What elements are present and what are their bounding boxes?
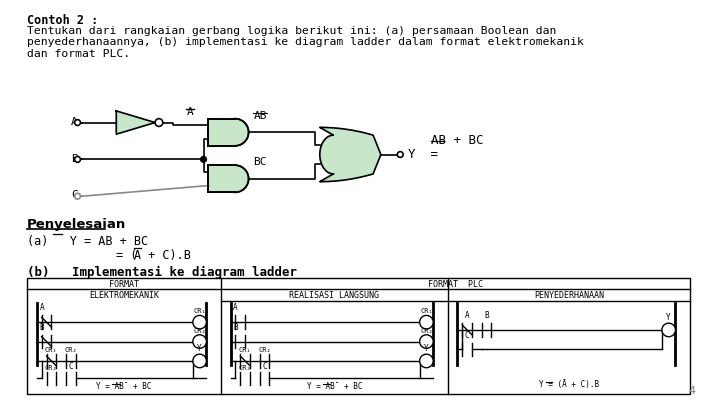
Text: CR₂: CR₂ (193, 328, 206, 334)
Text: Y: Y (197, 344, 202, 353)
Text: B: B (40, 323, 44, 332)
Text: ELEKTROMEKANIK: ELEKTROMEKANIK (89, 291, 159, 300)
Text: (a)   Y = AB + BC: (a) Y = AB + BC (27, 235, 148, 248)
Text: PENYEDERHANAAN: PENYEDERHANAAN (534, 291, 604, 300)
Circle shape (193, 315, 207, 329)
Text: = (: = ( (117, 249, 138, 262)
Text: Y = AB̄ + BC: Y = AB̄ + BC (307, 382, 362, 391)
Text: CR₂: CR₂ (64, 347, 77, 353)
Polygon shape (117, 111, 155, 134)
Text: Y: Y (424, 344, 428, 353)
Circle shape (193, 335, 207, 348)
Text: CR₂: CR₂ (420, 328, 433, 334)
Text: A: A (465, 311, 469, 320)
Text: CR₁: CR₁ (45, 347, 58, 353)
Circle shape (75, 119, 81, 126)
Text: C: C (68, 362, 73, 371)
Circle shape (420, 335, 433, 348)
Polygon shape (235, 165, 248, 192)
Text: B: B (484, 311, 489, 320)
Text: B: B (233, 323, 238, 332)
Text: FORMAT  PLC: FORMAT PLC (428, 279, 483, 288)
Text: Y = (Ā + C).B: Y = (Ā + C).B (539, 380, 599, 389)
Text: B: B (71, 153, 78, 164)
Text: A: A (71, 117, 78, 127)
Text: A: A (186, 107, 194, 117)
Circle shape (420, 354, 433, 368)
Text: CR₃: CR₃ (239, 364, 251, 371)
Text: penyederhanaannya, (b) implementasi ke diagram ladder dalam format elektromekani: penyederhanaannya, (b) implementasi ke d… (27, 37, 584, 47)
Text: (b)   Implementasi ke diagram ladder: (b) Implementasi ke diagram ladder (27, 266, 297, 279)
Text: BC: BC (253, 157, 267, 167)
Circle shape (193, 354, 207, 368)
Text: A: A (40, 303, 44, 313)
Circle shape (201, 156, 207, 162)
Text: FORMAT: FORMAT (109, 279, 139, 288)
Text: A: A (233, 303, 238, 313)
Polygon shape (320, 128, 381, 182)
Text: C: C (465, 330, 469, 340)
Text: REALISASI LANGSUNG: REALISASI LANGSUNG (289, 291, 379, 300)
Circle shape (420, 315, 433, 329)
Text: Y = AB̄ + BC: Y = AB̄ + BC (96, 382, 152, 391)
Polygon shape (208, 119, 248, 146)
Polygon shape (208, 165, 248, 192)
Circle shape (155, 119, 163, 126)
Text: A: A (134, 249, 141, 262)
Circle shape (397, 151, 403, 158)
Bar (27, 277, 690, 394)
Text: C: C (71, 190, 78, 200)
Circle shape (75, 193, 81, 199)
Text: 4: 4 (689, 386, 696, 396)
Circle shape (662, 323, 675, 337)
Polygon shape (235, 119, 248, 146)
Text: Penyelesaian: Penyelesaian (27, 217, 127, 230)
Text: C: C (262, 362, 267, 371)
Text: Contoh 2 :: Contoh 2 : (27, 14, 99, 27)
Text: CR₂: CR₂ (45, 364, 58, 371)
Text: CR₁: CR₁ (193, 309, 206, 314)
Text: Tentukan dari rangkaian gerbang logika berikut ini: (a) persamaan Boolean dan: Tentukan dari rangkaian gerbang logika b… (27, 26, 557, 36)
Text: CR₁: CR₁ (420, 309, 433, 314)
Circle shape (75, 156, 81, 162)
Text: Y: Y (667, 313, 671, 322)
Text: AB + BC: AB + BC (431, 134, 484, 147)
Text: Y  =: Y = (408, 148, 438, 161)
Text: CR₁: CR₁ (239, 347, 251, 353)
Text: + C).B: + C).B (142, 249, 192, 262)
Text: AB: AB (253, 111, 267, 121)
Text: CR₂: CR₂ (258, 347, 271, 353)
Text: dan format PLC.: dan format PLC. (27, 49, 130, 59)
